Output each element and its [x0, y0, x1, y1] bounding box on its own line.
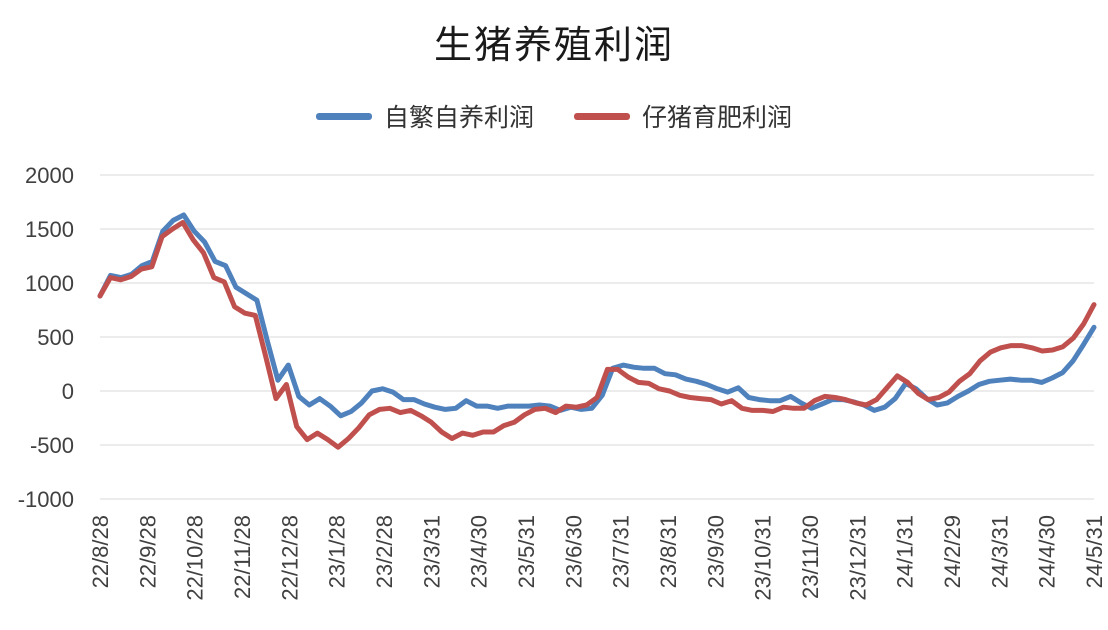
x-tick-label-9: 23/5/31	[514, 515, 539, 588]
legend-label-series-2: 仔猪育肥利润	[642, 103, 793, 132]
x-tick-label-14: 23/10/31	[751, 515, 776, 601]
x-tick-label-3: 22/11/28	[230, 515, 255, 599]
x-tick-label-4: 22/12/28	[277, 515, 302, 601]
legend-label-series-1: 自繁自养利润	[383, 103, 534, 132]
y-tick-label-2: 1000	[25, 271, 74, 296]
legend: 自繁自养利润 仔猪育肥利润	[0, 98, 1108, 134]
legend-swatch-series-1	[315, 112, 372, 120]
x-tick-label-16: 23/12/31	[845, 515, 870, 601]
x-tick-label-18: 24/2/29	[940, 515, 965, 588]
x-tick-label-10: 23/6/30	[561, 515, 586, 588]
x-tick-label-5: 23/1/28	[325, 515, 350, 588]
x-tick-label-8: 23/4/30	[467, 515, 492, 588]
x-tick-label-17: 24/1/31	[893, 515, 918, 588]
y-tick-label-3: 500	[37, 325, 74, 350]
y-tick-label-0: 2000	[25, 163, 74, 188]
x-tick-label-13: 23/9/30	[703, 515, 728, 588]
series-line-2	[97, 220, 1097, 450]
y-tick-label-4: 0	[62, 379, 74, 404]
x-tick-label-21: 24/5/31	[1082, 515, 1107, 588]
x-tick-label-12: 23/8/31	[656, 515, 681, 588]
y-tick-label-6: -1000	[18, 487, 74, 512]
x-tick-label-6: 23/2/28	[372, 515, 397, 588]
x-tick-label-1: 22/9/28	[135, 515, 160, 588]
x-tick-label-7: 23/3/31	[419, 515, 444, 588]
legend-entry-series-2: 仔猪育肥利润	[574, 98, 792, 134]
x-tick-label-2: 22/10/28	[183, 515, 208, 601]
y-tick-label-1: 1500	[25, 217, 74, 242]
x-tick-label-19: 24/3/31	[987, 515, 1012, 588]
x-tick-label-0: 22/8/28	[88, 515, 113, 588]
y-tick-label-5: -500	[30, 433, 74, 458]
legend-swatch-series-2	[574, 112, 630, 120]
chart-title: 生猪养殖利润	[433, 23, 674, 67]
legend-entry-series-1: 自繁自养利润	[315, 98, 534, 134]
x-tick-label-20: 24/4/30	[1035, 515, 1060, 588]
x-tick-label-15: 23/11/30	[798, 515, 823, 599]
x-tick-label-11: 23/7/31	[609, 515, 634, 588]
